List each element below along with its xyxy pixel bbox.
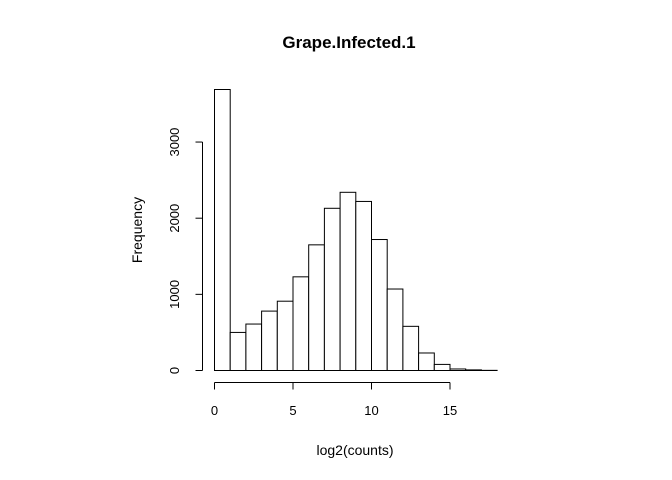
histogram-bar: [214, 89, 231, 371]
histogram-bar: [371, 239, 388, 371]
histogram-bar: [229, 331, 247, 372]
y-tick-label: 0: [167, 367, 182, 374]
chart-title: Grape.Infected.1: [282, 33, 415, 52]
x-axis: 0 5 10 15: [211, 382, 457, 418]
histogram-bar: [386, 288, 404, 371]
histogram-bar: [449, 368, 467, 371]
histogram-bar: [323, 207, 341, 371]
histogram-bar: [465, 369, 482, 371]
x-tick-label: 0: [211, 403, 218, 418]
histogram-bar: [418, 352, 435, 372]
histogram-bar: [402, 325, 420, 371]
histogram-bar: [308, 244, 325, 371]
histogram-bar: [261, 310, 278, 371]
x-tick-label: 15: [443, 403, 457, 418]
x-axis-label: log2(counts): [316, 442, 393, 458]
histogram-bar: [245, 323, 263, 371]
histogram-bar: [292, 276, 310, 372]
y-tick-label: 3000: [167, 128, 182, 157]
x-tick-label: 10: [364, 403, 378, 418]
y-axis: 0 1000 2000 3000: [167, 128, 203, 374]
y-tick-label: 1000: [167, 280, 182, 309]
histogram-bar: [339, 191, 357, 371]
y-axis-label: Frequency: [129, 197, 145, 263]
x-tick-label: 5: [289, 403, 296, 418]
histogram-bar: [355, 200, 372, 371]
bars-group: [214, 89, 498, 372]
histogram-bar: [276, 300, 294, 372]
histogram-bar: [433, 363, 451, 372]
y-tick-label: 2000: [167, 204, 182, 233]
